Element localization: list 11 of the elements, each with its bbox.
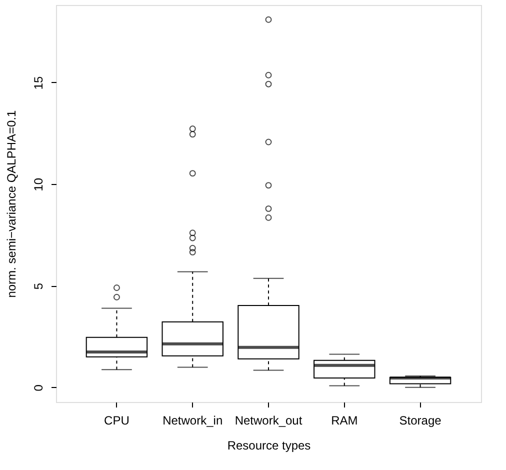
y-tick-label: 0 [32,384,46,392]
x-tick-label: Network_out [234,414,303,428]
y-tick-label: 5 [32,282,46,290]
x-axis-title: Resource types [227,438,311,452]
x-tick-label: RAM [331,414,358,428]
x-tick-label: CPU [104,414,130,428]
y-tick-label: 10 [32,178,46,192]
x-tick-label: Storage [399,414,442,428]
y-axis-title: norm. semi−variance QALPHA=0.1 [4,110,18,298]
y-tick-label: 15 [32,76,46,90]
x-tick-label: Network_in [162,414,223,428]
